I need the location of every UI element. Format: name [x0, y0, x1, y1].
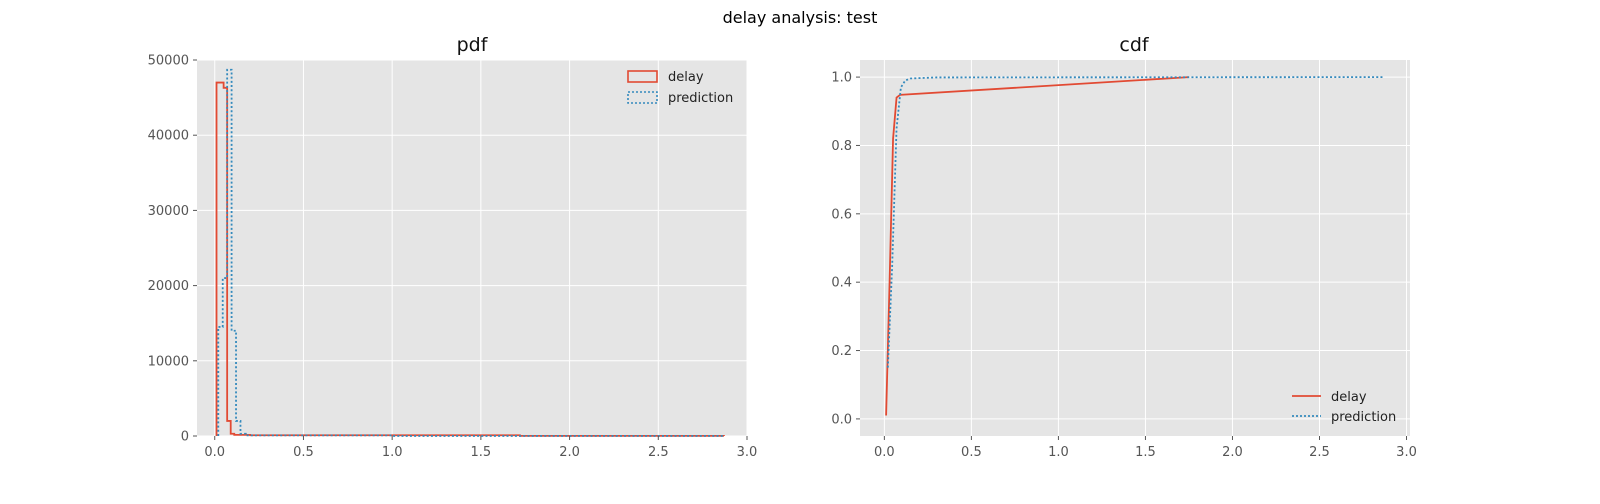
- cdf-x-tick-label: 3.0: [1396, 445, 1417, 460]
- pdf-legend-delay-label: delay: [668, 70, 704, 85]
- pdf-y-tick-label: 30000: [148, 204, 189, 219]
- pdf-x-tick-label: 2.0: [559, 445, 580, 460]
- cdf-y-tick-label: 1.0: [831, 71, 852, 86]
- cdf-legend-delay-label: delay: [1331, 390, 1367, 405]
- pdf-legend: delay prediction: [627, 70, 733, 106]
- pdf-y-tick-label: 20000: [148, 279, 189, 294]
- pdf-y-tick-label: 50000: [148, 54, 189, 69]
- pdf-x-tick-label: 1.5: [471, 445, 492, 460]
- cdf-x-tick-label: 1.0: [1048, 445, 1069, 460]
- pdf-y-tick-label: 10000: [148, 354, 189, 369]
- pdf-y-tick-labels: 0 10000 20000 30000 40000 50000: [148, 54, 197, 445]
- pdf-series-prediction: [217, 68, 725, 437]
- cdf-plot-area: [860, 60, 1410, 436]
- cdf-panel: 0.0 0.5 1.0 1.5 2.0 2.5 3.0 0.0 0.2 0.4 0.6 0.8 1.0…: [831, 34, 1417, 460]
- cdf-title: cdf: [1119, 34, 1150, 56]
- pdf-plot-area: [197, 60, 747, 436]
- pdf-grid: [197, 59, 748, 437]
- pdf-panel: 0.0 0.5 1.0 1.5 2.0 2.5 3.0 0 10000 20000 30000 40…: [148, 34, 758, 460]
- cdf-series-delay: [885, 76, 1190, 416]
- pdf-legend-prediction-label: prediction: [668, 91, 733, 106]
- cdf-y-tick-label: 0.8: [831, 139, 852, 154]
- pdf-y-tick-label: 0: [181, 430, 189, 445]
- cdf-y-tick-label: 0.0: [831, 412, 852, 427]
- cdf-y-tick-label: 0.2: [831, 344, 852, 359]
- pdf-x-tick-label: 0.5: [293, 445, 314, 460]
- cdf-x-tick-label: 1.5: [1135, 445, 1156, 460]
- pdf-x-tick-label: 2.5: [648, 445, 669, 460]
- pdf-legend-delay-swatch: [627, 70, 658, 83]
- pdf-x-tick-label: 0.0: [204, 445, 225, 460]
- cdf-y-tick-label: 0.6: [831, 207, 852, 222]
- cdf-y-tick-label: 0.4: [831, 276, 852, 291]
- cdf-x-tick-labels: 0.0 0.5 1.0 1.5 2.0 2.5 3.0: [874, 436, 1417, 460]
- cdf-x-tick-label: 2.5: [1309, 445, 1330, 460]
- pdf-x-tick-labels: 0.0 0.5 1.0 1.5 2.0 2.5 3.0: [204, 436, 757, 460]
- pdf-x-tick-label: 3.0: [737, 445, 758, 460]
- pdf-x-tick-label: 1.0: [382, 445, 403, 460]
- cdf-y-tick-labels: 0.0 0.2 0.4 0.6 0.8 1.0: [831, 71, 860, 427]
- pdf-series: [215, 68, 725, 437]
- cdf-x-tick-label: 2.0: [1222, 445, 1243, 460]
- cdf-x-tick-label: 0.0: [874, 445, 895, 460]
- cdf-legend: delay prediction: [1292, 390, 1396, 425]
- figure-suptitle: delay analysis: test: [723, 8, 878, 27]
- cdf-legend-prediction-label: prediction: [1331, 410, 1396, 425]
- pdf-title: pdf: [457, 34, 489, 56]
- cdf-series-prediction: [886, 76, 1384, 368]
- cdf-x-tick-label: 0.5: [961, 445, 982, 460]
- pdf-y-tick-label: 40000: [148, 129, 189, 144]
- cdf-series: [885, 76, 1384, 416]
